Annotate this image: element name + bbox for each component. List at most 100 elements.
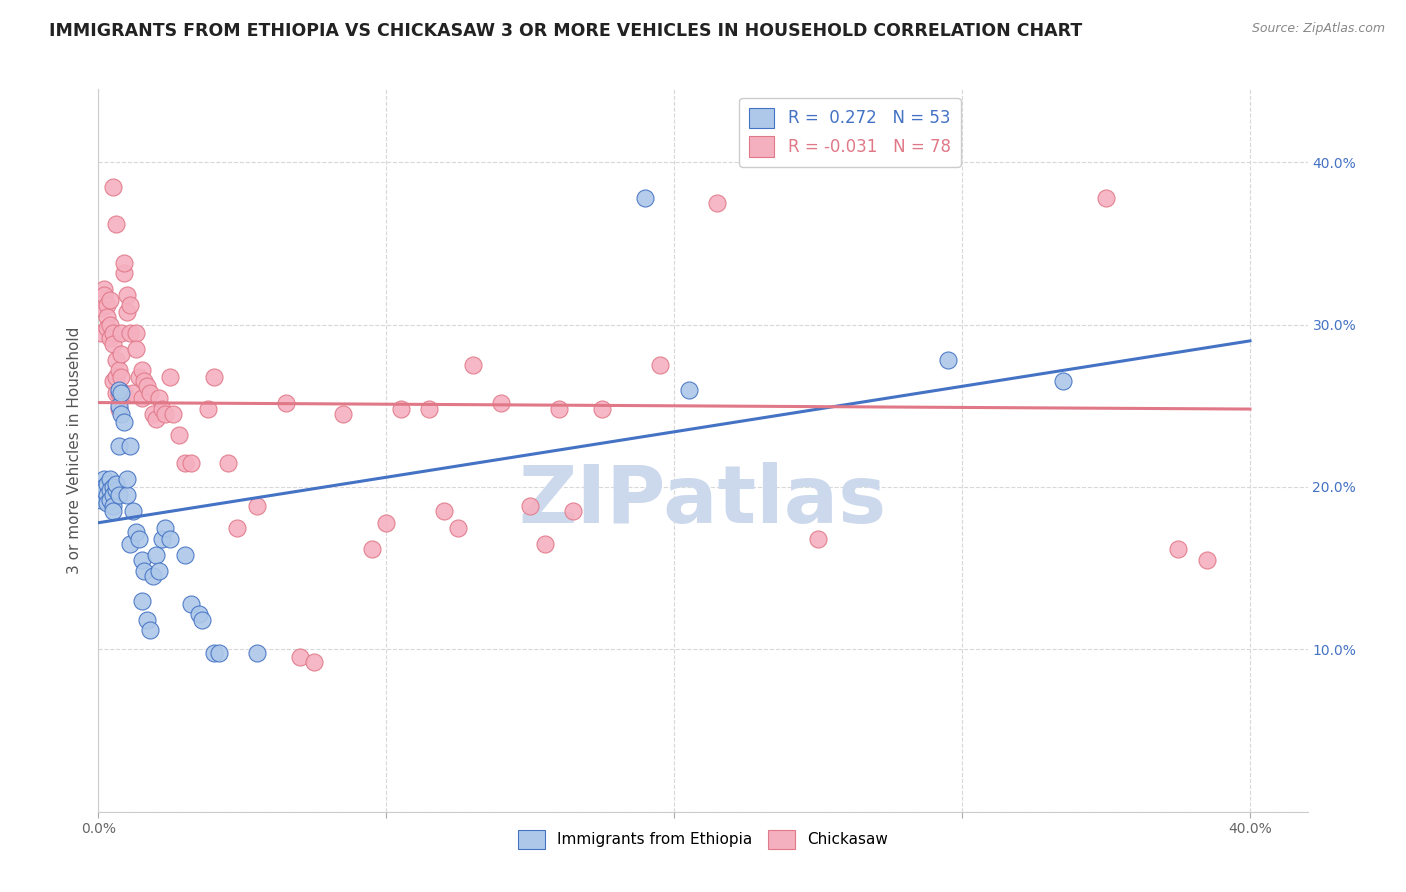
Text: ZIPatlas: ZIPatlas [519,462,887,540]
Point [202,646,225,660]
Point [142,407,165,421]
Point [225,520,247,534]
Point [461,358,484,372]
Point [98,472,121,486]
Point [148,565,170,579]
Point [110,369,132,384]
Point [96,476,118,491]
Point [162,407,184,421]
Point [491,395,513,409]
Legend: Immigrants from Ethiopia, Chickasaw: Immigrants from Ethiopia, Chickasaw [512,824,894,855]
Point [131,363,153,377]
Point [96,321,118,335]
Point [447,520,470,534]
Point [110,326,132,340]
Point [120,537,142,551]
Point [288,650,311,665]
Point [107,488,129,502]
Point [96,496,118,510]
Point [173,456,195,470]
Point [131,593,153,607]
Point [274,395,297,409]
Point [112,266,135,280]
Point [115,304,138,318]
Point [110,385,132,400]
Point [159,532,181,546]
Point [93,480,115,494]
Point [112,256,135,270]
Point [1095,191,1118,205]
Point [101,504,124,518]
Point [150,532,173,546]
Point [304,656,326,670]
Point [173,548,195,562]
Y-axis label: 3 or more Vehicles in Household: 3 or more Vehicles in Household [67,326,83,574]
Point [375,516,398,530]
Point [361,541,384,556]
Point [191,613,214,627]
Point [167,428,190,442]
Point [90,326,112,340]
Point [93,288,115,302]
Point [98,330,121,344]
Point [112,385,135,400]
Point [104,353,127,368]
Point [110,407,132,421]
Point [107,385,129,400]
Point [332,407,354,421]
Point [246,646,269,660]
Point [125,525,148,540]
Point [107,402,129,417]
Point [150,402,173,417]
Point [125,326,148,340]
Point [139,623,162,637]
Point [120,298,142,312]
Point [936,353,959,368]
Point [1195,553,1218,567]
Point [807,532,830,546]
Point [591,402,613,417]
Point [180,456,202,470]
Point [389,402,412,417]
Point [134,375,156,389]
Point [101,375,124,389]
Point [139,385,162,400]
Point [202,369,225,384]
Point [112,415,135,429]
Point [122,385,145,400]
Point [180,597,202,611]
Point [90,301,112,316]
Point [107,439,129,453]
Point [107,399,129,413]
Point [246,500,269,514]
Point [101,326,124,340]
Point [145,548,167,562]
Point [148,391,170,405]
Point [134,565,156,579]
Point [93,472,115,486]
Point [93,282,115,296]
Point [208,646,231,660]
Point [98,318,121,332]
Point [96,488,118,502]
Point [648,358,671,372]
Point [562,504,585,518]
Point [90,493,112,508]
Point [188,607,211,621]
Point [1167,541,1189,556]
Point [1052,375,1074,389]
Point [418,402,440,417]
Point [110,347,132,361]
Point [107,363,129,377]
Point [433,504,456,518]
Point [131,553,153,567]
Point [125,342,148,356]
Point [678,383,700,397]
Point [107,383,129,397]
Point [217,456,239,470]
Point [634,191,657,205]
Point [136,613,159,627]
Point [153,520,176,534]
Point [548,402,571,417]
Point [104,483,127,498]
